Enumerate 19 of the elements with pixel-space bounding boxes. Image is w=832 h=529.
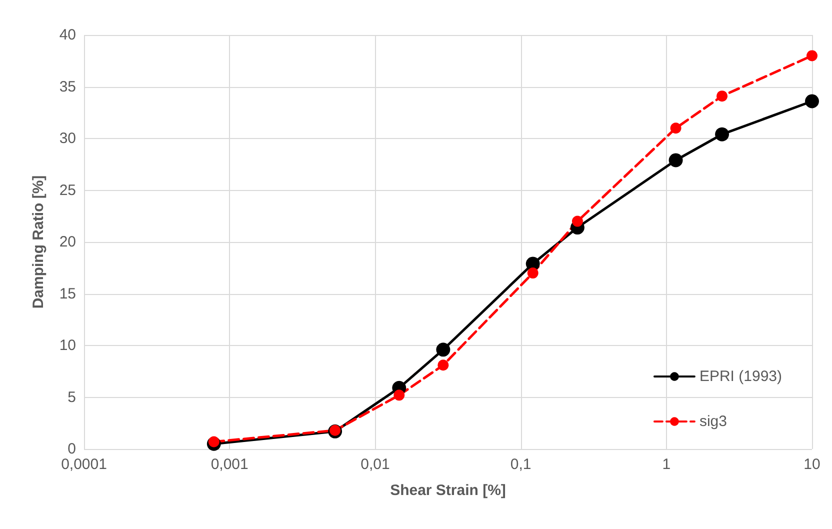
legend-label: sig3: [699, 413, 727, 430]
legend-label: EPRI (1993): [699, 368, 782, 385]
y-tick-label: 20: [59, 234, 76, 250]
x-tick-label: 10: [804, 456, 820, 473]
y-tick-label: 5: [68, 388, 76, 406]
y-tick-label: 40: [59, 26, 76, 44]
y-tick-label: 10: [59, 337, 76, 354]
x-tick-label: 0,0001: [61, 456, 107, 473]
y-axis-title: Damping Ratio [%]: [30, 175, 47, 309]
y-tick-label: 0: [68, 440, 76, 458]
y-tick-label: 15: [59, 285, 76, 302]
x-axis-title: Shear Strain [%]: [390, 482, 506, 499]
y-tick-label: 25: [59, 182, 76, 199]
x-tick-label: 0,01: [360, 456, 390, 473]
x-tick-label: 0,001: [210, 456, 248, 473]
x-tick-label: 1: [662, 456, 671, 473]
y-tick-label: 35: [59, 78, 76, 96]
y-tick-label: 30: [59, 130, 76, 147]
x-tick-label: 0,1: [510, 456, 532, 473]
